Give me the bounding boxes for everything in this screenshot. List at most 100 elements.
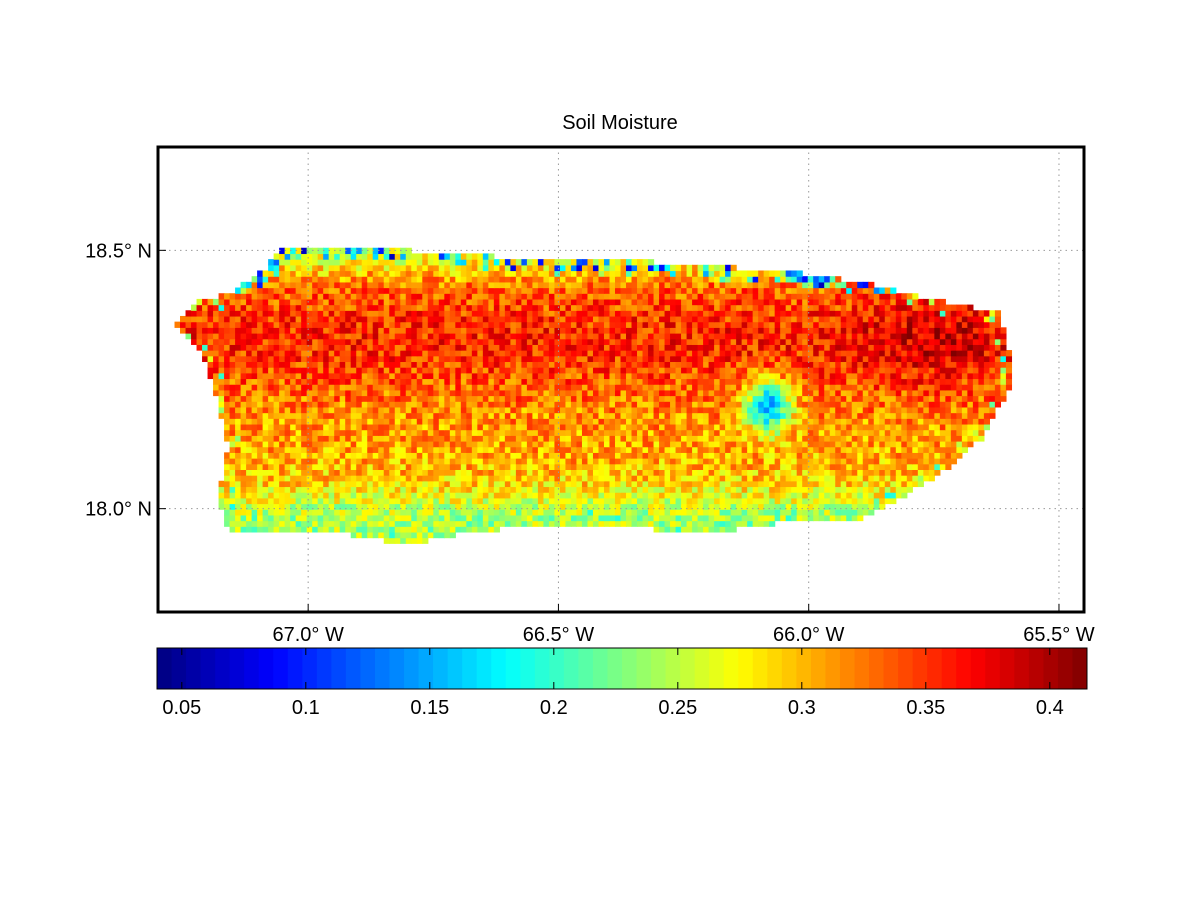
heat-cell xyxy=(279,344,286,351)
heat-cell xyxy=(306,384,313,391)
heat-cell xyxy=(405,486,412,493)
heat-cell xyxy=(603,520,611,527)
heat-cell xyxy=(213,372,220,380)
heat-cell xyxy=(934,452,941,459)
heat-cell xyxy=(603,384,611,391)
heat-cell xyxy=(279,384,286,391)
heat-cell xyxy=(868,412,875,419)
heat-cell xyxy=(499,452,506,459)
heat-cell xyxy=(411,497,418,505)
heat-cell xyxy=(675,526,682,533)
heat-cell xyxy=(730,458,737,465)
heat-cell xyxy=(361,497,368,505)
heat-cell xyxy=(780,503,787,510)
heat-cell xyxy=(686,503,693,510)
heat-cell xyxy=(697,429,704,436)
heat-cell xyxy=(224,378,231,385)
heat-cell xyxy=(835,435,842,442)
heat-cell xyxy=(273,446,280,453)
heat-cell xyxy=(609,333,616,340)
heat-cell xyxy=(592,475,600,482)
heat-cell xyxy=(394,475,401,482)
heat-cell xyxy=(785,514,792,522)
heat-cell xyxy=(592,372,600,380)
heat-cell xyxy=(471,509,478,516)
heat-cell xyxy=(565,344,572,351)
heat-cell xyxy=(736,355,743,363)
heat-cell xyxy=(339,355,346,363)
heat-cell xyxy=(565,372,572,380)
heat-cell xyxy=(813,378,820,385)
heat-cell xyxy=(367,463,374,470)
heat-cell xyxy=(218,497,225,505)
heat-cell xyxy=(603,378,611,385)
heat-cell xyxy=(802,395,809,402)
heat-cell xyxy=(383,480,390,488)
heat-cell xyxy=(895,435,902,442)
heat-cell xyxy=(961,344,968,351)
heat-cell xyxy=(301,526,308,533)
heat-cell xyxy=(378,378,385,385)
heat-cell xyxy=(345,452,352,459)
heat-cell xyxy=(510,509,517,516)
heat-cell xyxy=(284,361,291,368)
heat-cell xyxy=(301,384,308,391)
heat-cell xyxy=(565,486,572,493)
heat-cell xyxy=(499,503,506,510)
heat-cell xyxy=(807,440,814,448)
heat-cell xyxy=(626,355,633,363)
heat-cell xyxy=(576,480,583,488)
heat-cell xyxy=(345,475,352,482)
heat-cell xyxy=(570,475,578,482)
heat-cell xyxy=(554,486,561,493)
heat-cell xyxy=(614,367,622,374)
heat-cell xyxy=(521,503,528,510)
heat-cell xyxy=(681,458,688,465)
heat-cell xyxy=(548,480,556,488)
heat-cell xyxy=(846,338,853,345)
heat-cell xyxy=(323,429,330,436)
heat-cell xyxy=(235,514,242,522)
heat-cell xyxy=(466,446,473,453)
heat-cell xyxy=(884,480,891,488)
heat-cell xyxy=(873,492,880,499)
heat-cell xyxy=(515,469,522,476)
heat-cell xyxy=(290,475,297,482)
heat-cell xyxy=(664,412,671,419)
heat-cell xyxy=(312,406,319,414)
heat-cell xyxy=(224,327,231,334)
heat-cell xyxy=(862,435,869,442)
heat-cell xyxy=(515,355,522,363)
heat-cell xyxy=(559,463,567,470)
heat-cell xyxy=(570,435,578,442)
heat-cell xyxy=(686,321,693,328)
heat-cell xyxy=(306,333,313,340)
heat-cell xyxy=(273,526,280,533)
heat-cell xyxy=(609,475,616,482)
heat-cell xyxy=(455,452,462,459)
heat-cell xyxy=(862,423,869,431)
heat-cell xyxy=(570,338,578,345)
heat-cell xyxy=(515,423,522,431)
heat-cell xyxy=(389,338,396,345)
heat-cell xyxy=(697,463,704,470)
heat-cell xyxy=(328,469,335,476)
heat-cell xyxy=(598,412,605,419)
heat-cell xyxy=(829,344,836,351)
heat-cell xyxy=(763,520,770,527)
heat-cell xyxy=(670,514,677,522)
heat-cell xyxy=(279,395,286,402)
heat-cell xyxy=(213,355,220,363)
heat-cell xyxy=(317,344,324,351)
heat-cell xyxy=(614,480,622,488)
heat-cell xyxy=(824,384,831,391)
heat-cell xyxy=(901,327,908,334)
heat-cell xyxy=(774,367,781,374)
heat-cell xyxy=(477,492,484,499)
heat-cell xyxy=(851,333,858,340)
heat-cell xyxy=(703,406,710,414)
heat-cell xyxy=(262,389,269,397)
heat-cell xyxy=(477,355,484,363)
heat-cell xyxy=(769,418,776,425)
heat-cell xyxy=(923,389,930,397)
